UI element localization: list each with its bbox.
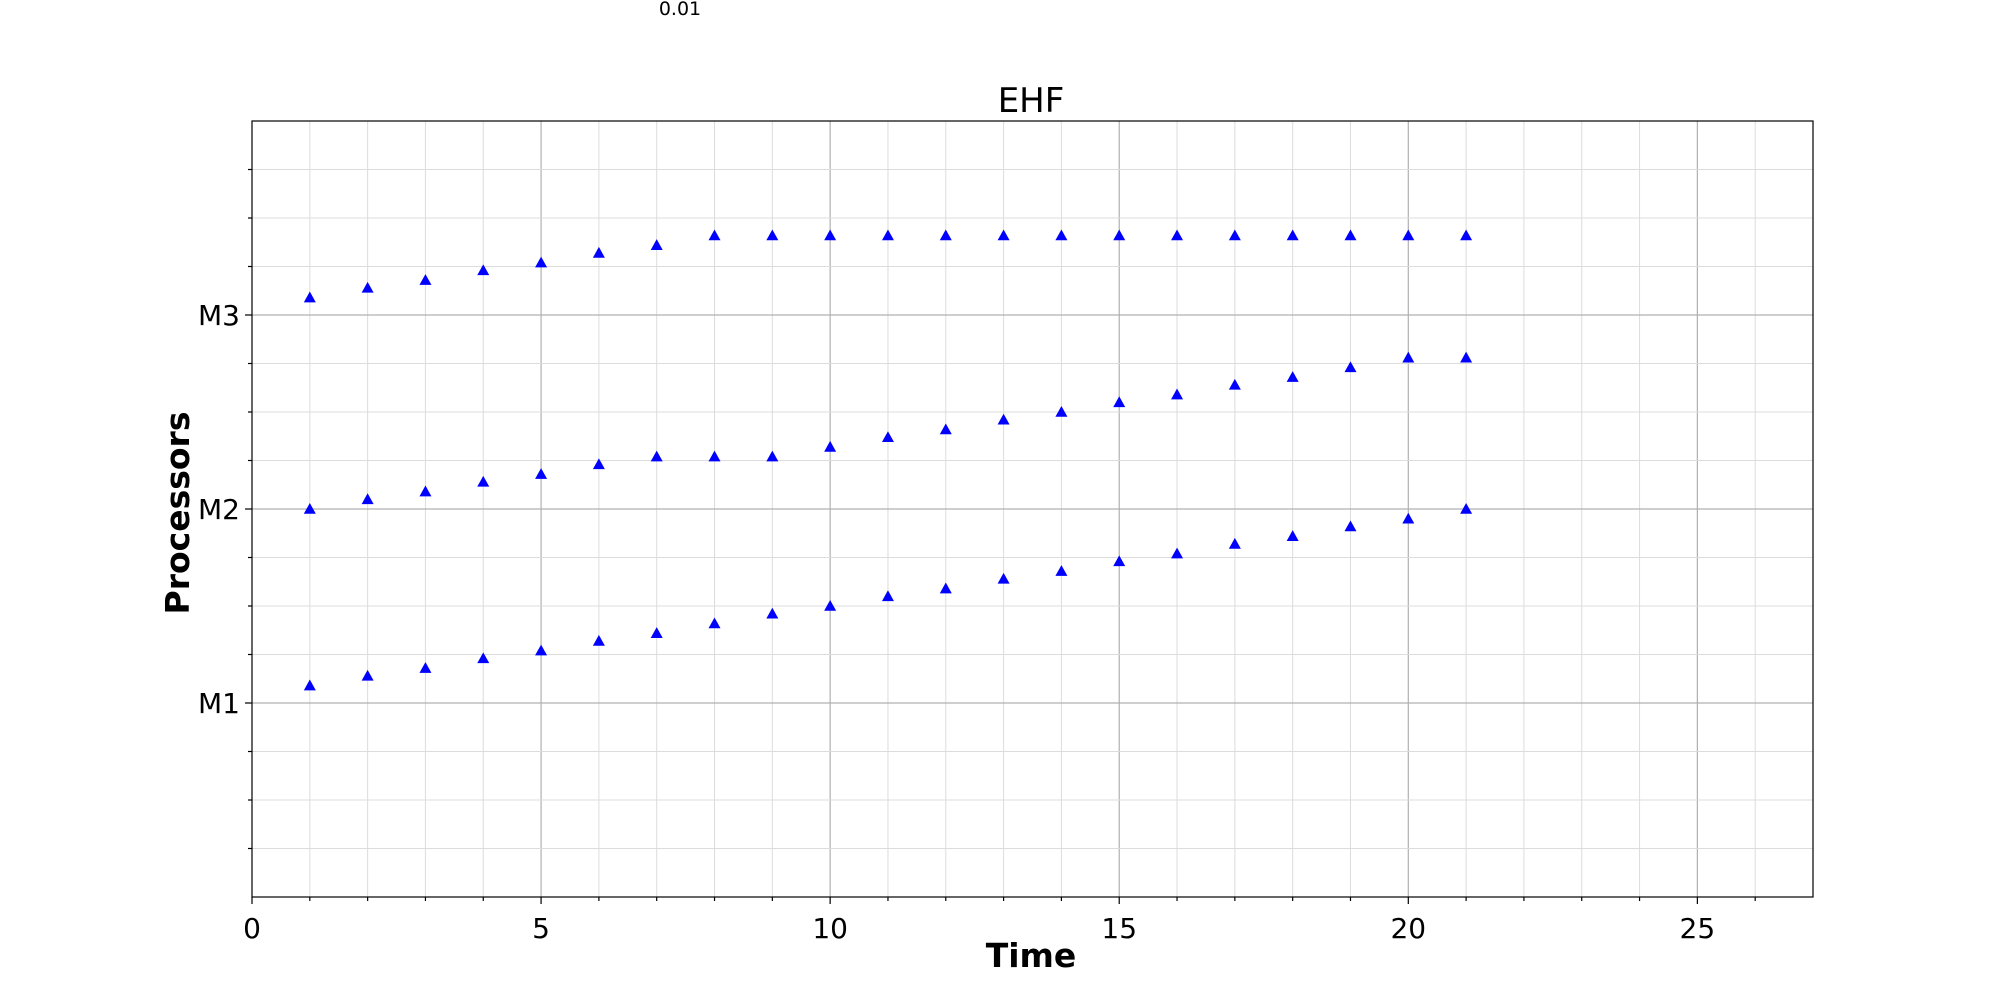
data-point	[939, 423, 952, 435]
axis-ticks: 0 5 10 15 20 25 M1 M2 M3	[198, 168, 1756, 945]
data-point	[1344, 229, 1357, 241]
data-point	[303, 503, 316, 514]
data-point	[361, 281, 374, 293]
data-point	[1113, 396, 1126, 408]
y-tick-label: M2	[198, 493, 240, 526]
x-tick-label: 0	[243, 912, 261, 945]
data-point	[650, 450, 663, 462]
data-point	[1228, 378, 1241, 390]
data-point	[766, 450, 779, 462]
chart-title: EHF	[998, 81, 1065, 121]
data-point	[303, 679, 316, 691]
x-tick-label: 10	[812, 912, 848, 945]
data-point	[881, 229, 894, 241]
data-point	[303, 291, 316, 303]
data-point	[1113, 229, 1126, 241]
data-point	[766, 607, 779, 619]
data-point	[708, 450, 721, 462]
data-point	[1113, 555, 1126, 567]
plot-frame	[251, 120, 1814, 898]
y-tick-label: M1	[198, 687, 240, 720]
data-point	[939, 582, 952, 594]
data-point	[1460, 503, 1473, 514]
data-point	[419, 485, 432, 497]
data-point	[592, 634, 605, 646]
data-point	[361, 669, 374, 681]
data-point	[939, 229, 952, 241]
data-point	[1055, 406, 1068, 417]
y-axis-label: Processors	[158, 412, 197, 615]
data-point	[997, 572, 1010, 584]
data-point	[1344, 361, 1357, 373]
data-point	[708, 617, 721, 629]
data-point	[1286, 530, 1299, 541]
data-point	[535, 468, 548, 479]
data-points	[303, 229, 1473, 691]
data-point	[650, 239, 663, 250]
data-point	[650, 627, 663, 638]
data-point	[535, 644, 548, 656]
data-point	[1055, 229, 1068, 241]
grid	[252, 121, 1813, 897]
x-tick-label: 25	[1680, 912, 1716, 945]
data-point	[1171, 547, 1184, 559]
data-point	[419, 274, 432, 285]
data-point	[1171, 229, 1184, 241]
data-point	[1286, 229, 1299, 241]
data-point	[1460, 229, 1473, 241]
data-point	[1228, 229, 1241, 241]
x-tick-label: 20	[1390, 912, 1426, 945]
data-point	[1344, 520, 1357, 532]
x-axis-label: Time	[986, 936, 1077, 975]
x-tick-label: 15	[1101, 912, 1137, 945]
y-tick-label: M3	[198, 299, 240, 332]
data-point	[881, 590, 894, 602]
data-point	[824, 600, 837, 611]
data-point	[477, 475, 490, 487]
data-point	[1228, 537, 1241, 549]
data-point	[1460, 351, 1473, 363]
data-point	[1402, 229, 1415, 241]
data-point	[592, 458, 605, 470]
data-point	[997, 413, 1010, 425]
data-point	[1286, 371, 1299, 382]
data-point	[592, 246, 605, 258]
x-tick-label: 5	[532, 912, 550, 945]
data-point	[1055, 565, 1068, 576]
data-point	[1171, 388, 1184, 400]
data-point	[1402, 351, 1415, 363]
data-point	[477, 264, 490, 276]
data-point	[419, 662, 432, 673]
top-note-label: 0.01	[659, 0, 701, 20]
data-point	[766, 229, 779, 241]
data-point	[535, 256, 548, 268]
data-point	[361, 493, 374, 505]
data-point	[881, 431, 894, 443]
data-point	[824, 229, 837, 241]
data-point	[708, 229, 721, 241]
data-point	[824, 440, 837, 452]
data-point	[997, 229, 1010, 241]
data-point	[477, 652, 490, 664]
data-point	[1402, 512, 1415, 524]
